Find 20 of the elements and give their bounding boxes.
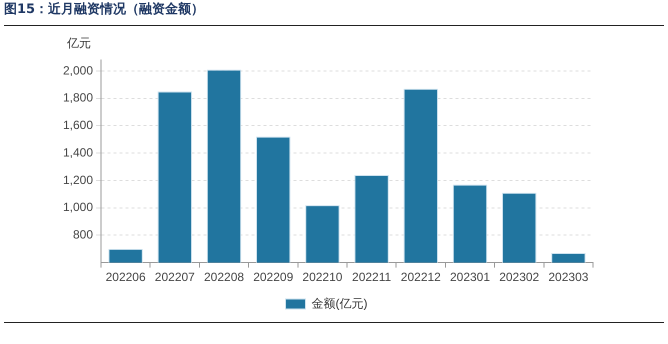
- x-tick-label: 202302: [499, 270, 540, 284]
- x-tick-label: 202212: [400, 270, 442, 284]
- y-tick-label: 1,200: [63, 172, 94, 187]
- x-tick-label: 202303: [548, 270, 589, 284]
- y-tick-label: 800: [73, 228, 94, 242]
- y-tick-label: 1,000: [63, 200, 94, 214]
- y-tick-label: 1,600: [63, 118, 94, 132]
- y-tick-label: 1,800: [63, 90, 94, 105]
- x-tick-label: 202208: [204, 270, 244, 284]
- x-tick-label: 202211: [352, 270, 392, 284]
- x-tick-label: 202206: [106, 270, 146, 284]
- y-axis-title: 亿元: [66, 36, 92, 50]
- y-tick-label: 1,400: [63, 145, 94, 160]
- chart-title: 图15：近月融资情况（融资金额）: [4, 0, 204, 18]
- x-tick-label: 202209: [253, 270, 294, 284]
- legend-label: 金额(亿元): [312, 296, 368, 310]
- x-tick-label: 202207: [154, 270, 196, 284]
- y-tick-label: 2,000: [63, 63, 94, 78]
- x-tick-label: 202301: [450, 270, 490, 284]
- x-tick-label: 202210: [302, 270, 343, 284]
